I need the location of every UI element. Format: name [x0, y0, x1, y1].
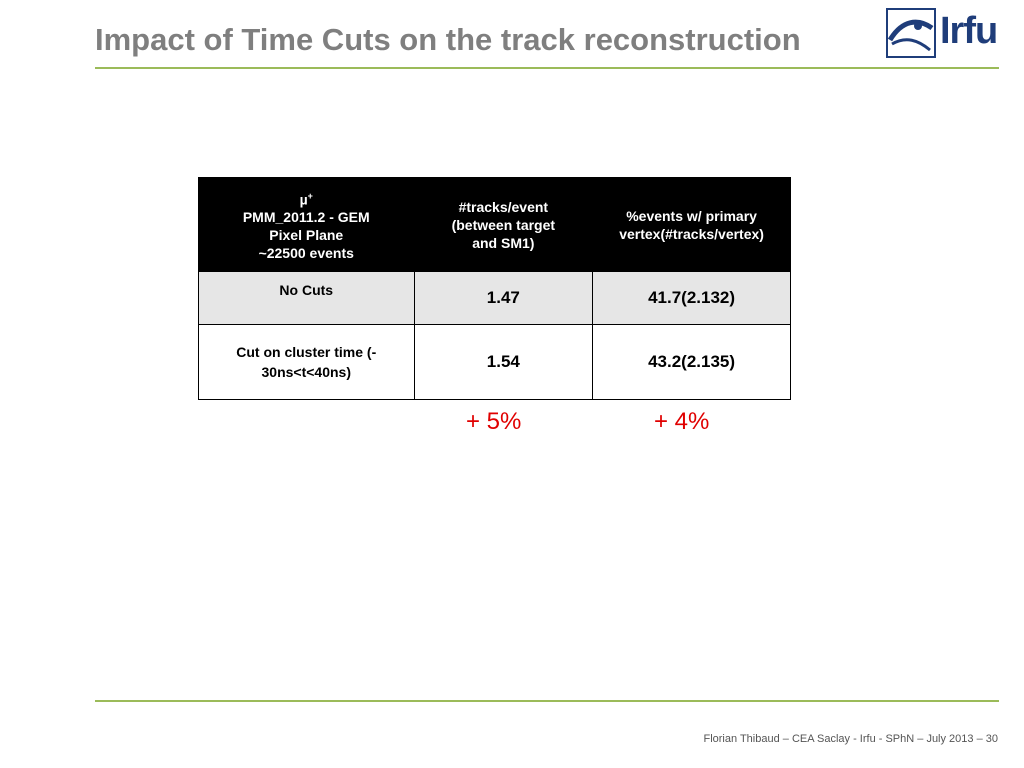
results-table: µ+ PMM_2011.2 - GEM Pixel Plane ~22500 e… — [198, 177, 791, 400]
irfu-logo: Irfu — [886, 8, 1000, 58]
header-sample-mu: µ — [299, 191, 308, 208]
header-sample-line4: ~22500 events — [258, 245, 354, 262]
header-sample: µ+ PMM_2011.2 - GEM Pixel Plane ~22500 e… — [198, 177, 415, 272]
header-tracks-line2: (between target — [451, 216, 556, 233]
row-label: Cut on cluster time (- 30ns<t<40ns) — [198, 324, 415, 400]
irfu-logo-text: Irfu — [940, 10, 998, 52]
header-tracks-line1: #tracks/event — [458, 198, 549, 215]
row-events-value: 41.7(2.132) — [592, 271, 791, 325]
slide-title: Impact of Time Cuts on the track reconst… — [95, 22, 801, 57]
header-sample-line3: Pixel Plane — [269, 227, 344, 244]
row-tracks-value: 1.47 — [413, 271, 594, 325]
events-improvement: + 4% — [654, 408, 710, 435]
table-header-row: µ+ PMM_2011.2 - GEM Pixel Plane ~22500 e… — [198, 177, 791, 272]
table-row: Cut on cluster time (- 30ns<t<40ns) 1.54… — [198, 324, 791, 400]
title-divider — [95, 67, 999, 69]
header-tracks-line3: and SM1) — [472, 234, 535, 251]
row-tracks-value: 1.54 — [413, 324, 594, 400]
table-row: No Cuts 1.47 41.7(2.132) — [198, 271, 791, 325]
header-events: %events w/ primary vertex(#tracks/vertex… — [592, 177, 791, 272]
header-tracks: #tracks/event (between target and SM1) — [413, 177, 594, 272]
row-label-line2: 30ns<t<40ns) — [261, 364, 352, 380]
row-label-line1: Cut on cluster time (- — [236, 344, 377, 360]
header-events-line1: %events w/ primary — [626, 207, 757, 224]
slide-footer: Florian Thibaud – CEA Saclay - Irfu - SP… — [703, 733, 998, 745]
header-sample-sup: + — [307, 190, 313, 201]
footer-divider — [95, 700, 999, 702]
irfu-logo-mark-icon — [886, 8, 936, 58]
row-label: No Cuts — [198, 271, 415, 325]
tracks-improvement: + 5% — [466, 408, 522, 435]
header-sample-line2: PMM_2011.2 - GEM — [242, 209, 370, 226]
header-events-line2: vertex(#tracks/vertex) — [619, 225, 764, 242]
row-events-value: 43.2(2.135) — [592, 324, 791, 400]
